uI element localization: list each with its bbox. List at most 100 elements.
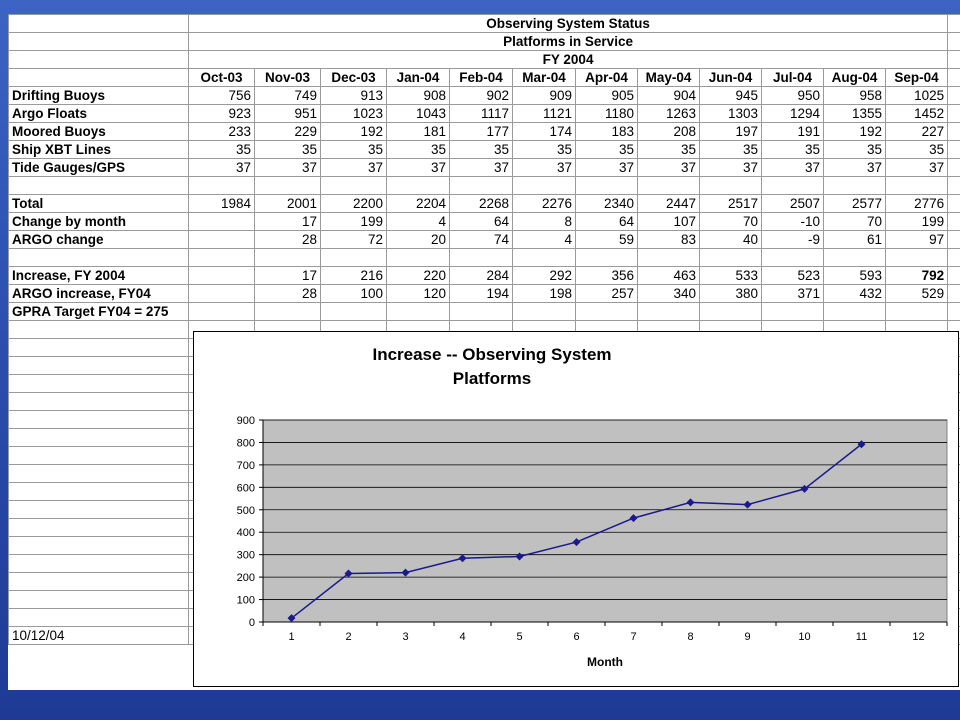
value-cell[interactable]: 197 [699, 122, 762, 141]
value-cell[interactable]: 28 [254, 230, 321, 249]
cell[interactable] [8, 536, 189, 555]
value-cell[interactable]: 208 [637, 122, 700, 141]
value-cell[interactable]: 523 [761, 266, 824, 285]
value-cell[interactable]: 59 [575, 230, 638, 249]
value-cell[interactable]: 1117 [449, 104, 513, 123]
row-label[interactable] [8, 248, 189, 267]
cell[interactable] [8, 320, 189, 339]
value-cell[interactable] [188, 248, 255, 267]
value-cell[interactable]: 4 [386, 212, 450, 231]
value-cell[interactable]: 61 [823, 230, 886, 249]
value-cell[interactable] [823, 176, 886, 195]
cell[interactable] [8, 464, 189, 483]
value-cell[interactable] [699, 302, 762, 321]
value-cell[interactable] [386, 176, 450, 195]
value-cell[interactable]: 1043 [386, 104, 450, 123]
row-label[interactable] [8, 176, 189, 195]
row-label[interactable]: GPRA Target FY04 = 275 [8, 302, 189, 321]
date-stamp[interactable]: 10/12/04 [8, 626, 189, 645]
value-cell[interactable]: 20 [386, 230, 450, 249]
value-cell[interactable]: 37 [761, 158, 824, 177]
value-cell[interactable]: 35 [575, 140, 638, 159]
value-cell[interactable]: 97 [884, 230, 949, 249]
value-cell[interactable]: 35 [823, 140, 886, 159]
cell[interactable] [8, 392, 189, 411]
value-cell[interactable]: 950 [761, 86, 824, 105]
value-cell[interactable]: 64 [575, 212, 638, 231]
cell[interactable] [947, 302, 960, 321]
value-cell[interactable]: 4 [512, 230, 576, 249]
row-label[interactable]: Moored Buoys [8, 122, 189, 141]
row-label[interactable]: Change by month [8, 212, 189, 231]
value-cell[interactable]: 35 [254, 140, 321, 159]
month-header[interactable]: Mar-04 [512, 68, 576, 87]
month-header[interactable]: Oct-03 [188, 68, 255, 87]
value-cell[interactable]: 340 [637, 284, 700, 303]
value-cell[interactable] [884, 176, 949, 195]
row-label[interactable]: Ship XBT Lines [8, 140, 189, 159]
value-cell[interactable]: 83 [637, 230, 700, 249]
value-cell[interactable]: 1984 [188, 194, 255, 213]
value-cell[interactable]: 17 [254, 266, 321, 285]
value-cell[interactable] [188, 302, 255, 321]
cell[interactable] [947, 266, 960, 285]
value-cell[interactable]: 174 [512, 122, 576, 141]
value-cell[interactable]: 37 [512, 158, 576, 177]
value-cell[interactable] [575, 248, 638, 267]
value-cell[interactable]: 229 [254, 122, 321, 141]
value-cell[interactable]: 70 [823, 212, 886, 231]
value-cell[interactable]: 1355 [823, 104, 886, 123]
value-cell[interactable]: 2001 [254, 194, 321, 213]
value-cell[interactable]: 37 [320, 158, 387, 177]
value-cell[interactable]: 1294 [761, 104, 824, 123]
value-cell[interactable]: 945 [699, 86, 762, 105]
value-cell[interactable]: 292 [512, 266, 576, 285]
cell[interactable] [8, 590, 189, 609]
value-cell[interactable] [320, 302, 387, 321]
row-label[interactable]: Argo Floats [8, 104, 189, 123]
cell[interactable] [947, 122, 960, 141]
row-label[interactable]: Total [8, 194, 189, 213]
value-cell[interactable]: 35 [637, 140, 700, 159]
value-cell[interactable]: 37 [449, 158, 513, 177]
value-cell[interactable]: 533 [699, 266, 762, 285]
cell[interactable] [947, 194, 960, 213]
value-cell[interactable] [699, 176, 762, 195]
value-cell[interactable]: 28 [254, 284, 321, 303]
value-cell[interactable] [254, 248, 321, 267]
value-cell[interactable]: 923 [188, 104, 255, 123]
cell[interactable] [8, 428, 189, 447]
value-cell[interactable]: 1180 [575, 104, 638, 123]
cell[interactable] [8, 410, 189, 429]
value-cell[interactable]: 72 [320, 230, 387, 249]
value-cell[interactable]: 216 [320, 266, 387, 285]
cell[interactable] [8, 500, 189, 519]
value-cell[interactable]: 35 [320, 140, 387, 159]
value-cell[interactable] [637, 248, 700, 267]
value-cell[interactable] [188, 266, 255, 285]
value-cell[interactable] [575, 176, 638, 195]
value-cell[interactable]: 37 [575, 158, 638, 177]
value-cell[interactable]: 233 [188, 122, 255, 141]
fiscal-year[interactable]: FY 2004 [187, 50, 949, 69]
value-cell[interactable]: 37 [386, 158, 450, 177]
value-cell[interactable]: 35 [449, 140, 513, 159]
value-cell[interactable]: 2447 [637, 194, 700, 213]
value-cell[interactable]: 2340 [575, 194, 638, 213]
value-cell[interactable]: 2204 [386, 194, 450, 213]
value-cell[interactable]: 908 [386, 86, 450, 105]
value-cell[interactable]: 2517 [699, 194, 762, 213]
value-cell[interactable]: 2507 [761, 194, 824, 213]
value-cell[interactable]: 905 [575, 86, 638, 105]
value-cell[interactable]: 593 [823, 266, 886, 285]
value-cell[interactable]: 181 [386, 122, 450, 141]
value-cell[interactable]: 35 [386, 140, 450, 159]
month-header[interactable]: Sep-04 [884, 68, 949, 87]
cell[interactable] [947, 212, 960, 231]
value-cell[interactable]: 35 [884, 140, 949, 159]
value-cell[interactable]: 756 [188, 86, 255, 105]
value-cell[interactable]: 792 [884, 266, 949, 285]
value-cell[interactable]: 951 [254, 104, 321, 123]
row-label[interactable]: ARGO change [8, 230, 189, 249]
value-cell[interactable]: 107 [637, 212, 700, 231]
